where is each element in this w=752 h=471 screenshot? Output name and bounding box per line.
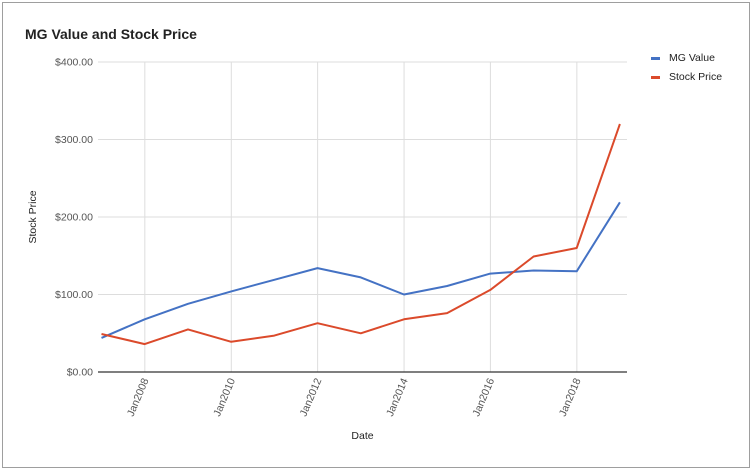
y-tick-label: $400.00 — [55, 57, 93, 69]
legend-swatch — [651, 76, 660, 79]
x-tick-label: Jan2012 — [298, 376, 325, 418]
series-lines — [101, 123, 621, 346]
x-axis-label: Date — [351, 430, 373, 442]
legend-label: MG Value — [669, 52, 715, 64]
x-tick-label: Jan2008 — [125, 376, 152, 418]
series-line — [101, 201, 621, 339]
y-axis-label: Stock Price — [27, 190, 39, 243]
y-gridlines — [98, 61, 627, 373]
series-line — [101, 123, 621, 346]
y-tick-label: $0.00 — [67, 367, 93, 379]
chart-title: MG Value and Stock Price — [25, 26, 197, 42]
y-tick-label: $300.00 — [55, 134, 93, 146]
x-tick-label: Jan2014 — [384, 376, 411, 418]
chart-canvas: MG Value and Stock Price $0.00 $100.00 $20… — [25, 26, 722, 442]
x-axis-ticks: Jan2008 Jan2010 Jan2012 Jan2014 Jan2016 Jan20… — [125, 376, 584, 418]
legend-label: Stock Price — [669, 71, 722, 83]
legend: MG Value Stock Price — [651, 52, 722, 83]
x-tick-label: Jan2016 — [470, 376, 497, 418]
x-tick-label: Jan2018 — [557, 376, 584, 418]
y-tick-label: $200.00 — [55, 212, 93, 224]
x-tick-label: Jan2010 — [211, 376, 238, 418]
y-axis-ticks: $0.00 $100.00 $200.00 $300.00 $400.00 — [55, 57, 93, 379]
y-tick-label: $100.00 — [55, 289, 93, 301]
legend-swatch — [651, 57, 660, 60]
